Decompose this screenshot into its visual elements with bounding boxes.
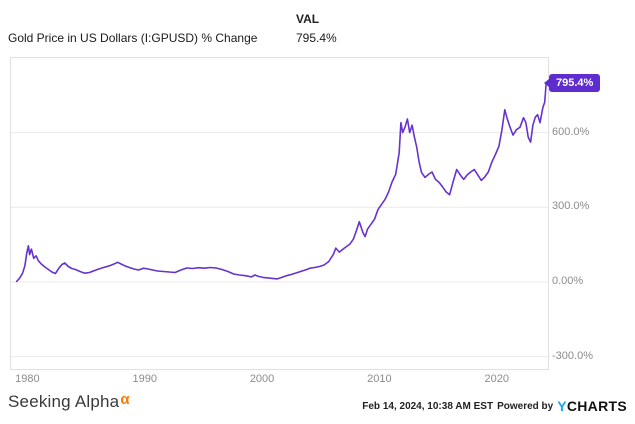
seeking-alpha-wordmark: Seeking Alpha [8, 392, 120, 411]
y-tick-label: -300.0% [552, 349, 593, 362]
alpha-glyph: α [120, 391, 130, 408]
val-column-header: VAL [296, 12, 320, 26]
plot-area[interactable] [10, 57, 549, 370]
x-tick-label: 2000 [249, 373, 275, 385]
series-label: Gold Price in US Dollars (I:GPUSD) % Cha… [8, 31, 258, 45]
footer-attribution: Feb 14, 2024, 10:38 AM EST Powered by YC… [362, 396, 627, 416]
seeking-alpha-logo[interactable]: Seeking Alphaα [8, 391, 130, 412]
x-tick-label: 2020 [484, 373, 509, 385]
x-tick-label: 1980 [15, 373, 40, 385]
y-tick-label: 600.0% [552, 125, 590, 138]
y-tick-label: 300.0% [552, 200, 590, 213]
ycharts-rest: CHARTS [566, 398, 627, 414]
powered-by-label: Powered by [497, 400, 554, 412]
timestamp: Feb 14, 2024, 10:38 AM EST [362, 400, 494, 412]
last-value-badge: 795.4% [544, 74, 601, 93]
price-line [15, 83, 547, 283]
badge-arrow-icon [544, 79, 549, 88]
x-tick-label: 2010 [367, 373, 392, 385]
y-tick-label: 0.00% [552, 274, 584, 287]
ycharts-logo[interactable]: YCHARTS [557, 398, 627, 414]
series-current-value: 795.4% [296, 31, 337, 45]
ycharts-y: Y [557, 398, 567, 414]
x-tick-label: 1990 [132, 373, 157, 385]
badge-value: 795.4% [556, 77, 594, 90]
line-chart [11, 83, 548, 358]
